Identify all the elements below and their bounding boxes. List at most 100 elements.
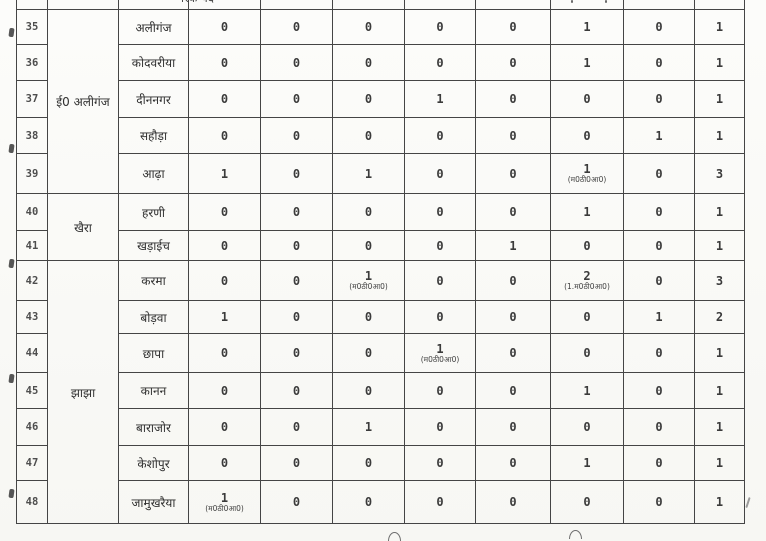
value-cell: 0 (623, 445, 695, 481)
table-row: 48 जामुखरैया 1 (म0ठी0आ0) 0 0 0 0 0 0 1 (16, 480, 745, 524)
value-note: (म0ठी0आ0) (349, 282, 388, 291)
value-cell: 0 (404, 445, 476, 481)
value-cell: 0 (188, 193, 261, 231)
value-cell: 2 (1.म0ठी0आ0) (550, 260, 624, 301)
value-cell: 1 (550, 9, 624, 45)
village-name-cell: अलीगंज (118, 9, 189, 45)
value-number: 1 (436, 341, 444, 356)
value-cell: 1 (623, 117, 695, 154)
table-row: 40 खैरा हरणी 0 0 0 0 0 1 0 1 (16, 193, 745, 261)
value-cell: 0 (623, 80, 695, 118)
value-cell: 1 (550, 193, 624, 231)
value-cell: 0 (623, 408, 695, 446)
row-total-cell: 3 (694, 153, 745, 194)
row-number-cell: 45 (16, 372, 48, 409)
value-cell: 1 (623, 300, 695, 334)
value-cell: 0 (260, 445, 333, 481)
value-cell: 1 (म0ठी0आ0) (188, 480, 261, 524)
value-cell: 0 (550, 300, 624, 334)
value-note: (म0ठी0आ0) (205, 503, 244, 513)
value-number: 1 (220, 490, 229, 505)
value-cell: 0 (188, 372, 261, 409)
header-stub-cell (188, 0, 261, 10)
village-name-cell: बोड़वा (118, 300, 189, 334)
value-cell: 0 (475, 480, 551, 524)
row-total-cell: 1 (694, 9, 745, 45)
value-cell: 0 (404, 44, 476, 81)
value-cell: 0 (332, 372, 405, 409)
row-total-cell: 2 (694, 300, 745, 334)
value-cell: 0 (404, 480, 476, 524)
value-cell: 0 (188, 445, 261, 481)
value-cell: 1 (550, 372, 624, 409)
value-cell: 0 (332, 230, 405, 261)
value-cell: 0 (550, 80, 624, 118)
block-name-cell: ई0 अलीगंज (47, 9, 119, 194)
row-number-cell: 46 (16, 408, 48, 446)
value-cell: 0 (404, 230, 476, 261)
scan-smudge (8, 373, 15, 384)
table-row: 39 आढ़ा 1 0 1 0 0 1 (म0ठी0आ0) 0 3 (16, 153, 745, 194)
value-cell: 0 (475, 153, 551, 194)
value-cell: 0 (404, 300, 476, 334)
row-total-cell: 1 (694, 230, 745, 261)
value-cell: 0 (260, 300, 333, 334)
value-cell: 0 (475, 193, 551, 231)
scan-smudge (8, 143, 15, 154)
header-paren-fragment-left (571, 0, 573, 3)
value-cell: 0 (404, 193, 476, 231)
value-cell: 0 (475, 333, 551, 373)
row-number-cell: 44 (16, 333, 48, 373)
value-cell: 0 (404, 9, 476, 45)
value-cell: 0 (623, 44, 695, 81)
value-cell: 0 (188, 44, 261, 81)
value-cell: 1 (म0ठी0आ0) (550, 153, 624, 194)
village-name-cell: बाराजोर (118, 408, 189, 446)
value-cell: 0 (188, 9, 261, 45)
value-cell: 0 (188, 333, 261, 373)
header-stub-row (16, 0, 745, 10)
value-cell: 0 (332, 117, 405, 154)
value-cell: 0 (260, 333, 333, 373)
table-row: 43 बोड़वा 1 0 0 0 0 0 1 2 (16, 300, 745, 334)
village-name-cell: छापा (118, 333, 189, 373)
value-cell: 0 (260, 9, 333, 45)
row-total-cell: 1 (694, 408, 745, 446)
value-cell: 1 (550, 445, 624, 481)
table-row: 44 छापा 0 0 0 1 (म0ठी0आ0) 0 0 0 1 (16, 333, 745, 373)
village-name-cell: हरणी (118, 193, 189, 231)
village-name-cell: दीननगर (118, 80, 189, 118)
value-cell: 0 (475, 44, 551, 81)
value-cell: 0 (475, 372, 551, 409)
value-cell: 0 (260, 372, 333, 409)
value-cell: 0 (404, 372, 476, 409)
row-number-cell: 39 (16, 153, 48, 194)
value-cell: 0 (332, 300, 405, 334)
vacancy-table: 35 ई0 अलीगंज अलीगंज 0 0 0 0 0 1 0 1 36 कोदवरीया 0 0 0 0 0… (16, 0, 745, 524)
header-stub-cell (475, 0, 551, 10)
row-number-cell: 42 (16, 260, 48, 301)
row-total-cell: 1 (694, 80, 745, 118)
value-cell: 1 (475, 230, 551, 261)
value-cell: 0 (550, 117, 624, 154)
block-name-cell: झाझा (47, 260, 119, 524)
header-stub-cell (623, 0, 695, 10)
header-stub-cell (260, 0, 333, 10)
value-note: (म0ठी0आ0) (420, 354, 460, 364)
row-number-cell: 43 (16, 300, 48, 334)
value-cell: 0 (404, 117, 476, 154)
table-row: 35 ई0 अलीगंज अलीगंज 0 0 0 0 0 1 0 1 (16, 9, 745, 194)
header-stub-cell (694, 0, 745, 10)
table-row: 37 दीननगर 0 0 0 1 0 0 0 1 (16, 80, 745, 118)
value-cell: 0 (475, 80, 551, 118)
table-row: 41 खड़ाईच 0 0 0 0 1 0 0 1 (16, 230, 745, 261)
value-cell: 0 (260, 260, 333, 301)
value-number: 1 (583, 162, 591, 176)
value-cell: 0 (260, 230, 333, 261)
value-cell: 0 (550, 408, 624, 446)
value-cell: 1 (332, 153, 405, 194)
value-cell: 1 (188, 153, 261, 194)
value-cell: 0 (188, 80, 261, 118)
row-number-cell: 41 (16, 230, 48, 261)
